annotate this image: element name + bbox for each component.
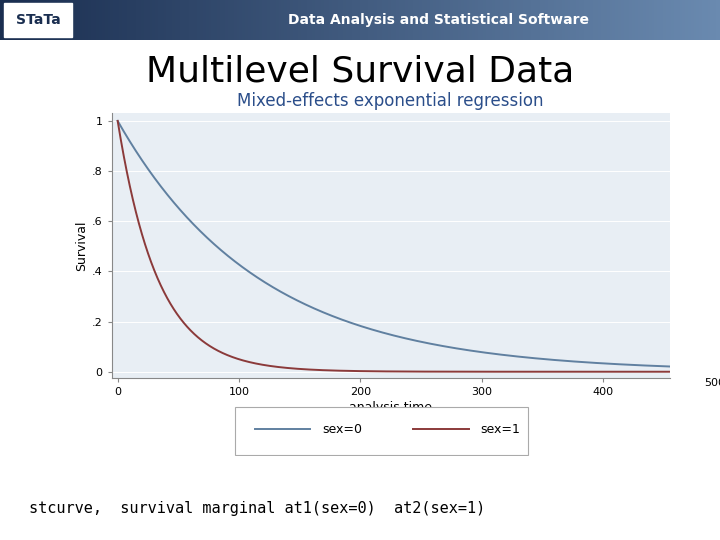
Text: 500: 500: [703, 378, 720, 388]
sex=1: [643, 368, 652, 375]
sex=1: [346, 368, 354, 374]
Title: Mixed-effects exponential regression: Mixed-effects exponential regression: [238, 92, 544, 111]
Text: sex=0: sex=0: [323, 423, 362, 436]
sex=1: [708, 368, 716, 375]
sex=0: [218, 248, 227, 255]
sex=1: [182, 323, 191, 329]
Y-axis label: Survival: Survival: [75, 220, 88, 271]
sex=0: [182, 214, 191, 220]
Text: sex=1: sex=1: [481, 423, 521, 436]
Text: stcurve,  survival marginal at1(sex=0)  at2(sex=1): stcurve, survival marginal at1(sex=0) at…: [29, 501, 485, 516]
sex=0: [372, 328, 381, 334]
sex=0: [113, 118, 122, 124]
X-axis label: analysis time: analysis time: [349, 401, 432, 414]
Text: Data Analysis and Statistical Software: Data Analysis and Statistical Software: [288, 13, 589, 27]
sex=0: [643, 362, 652, 369]
sex=1: [218, 350, 227, 356]
FancyBboxPatch shape: [235, 407, 528, 455]
sex=0: [346, 319, 354, 326]
Line: sex=0: sex=0: [117, 121, 720, 368]
sex=1: [113, 118, 122, 124]
sex=0: [708, 364, 716, 371]
Text: STaTa: STaTa: [16, 13, 60, 27]
Text: Multilevel Survival Data: Multilevel Survival Data: [146, 55, 574, 89]
FancyBboxPatch shape: [4, 3, 72, 37]
Line: sex=1: sex=1: [117, 121, 720, 372]
sex=1: [372, 368, 381, 375]
